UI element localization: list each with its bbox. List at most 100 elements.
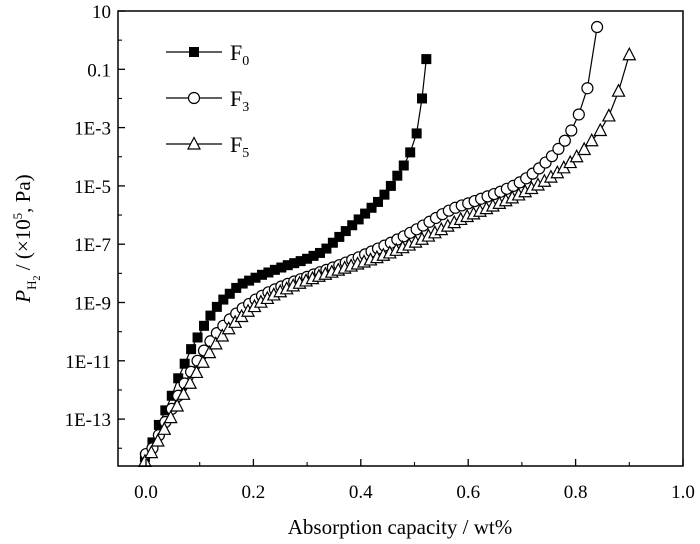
x-tick-label: 0.6 <box>456 482 480 503</box>
legend-label: F0 <box>230 40 249 69</box>
data-point-F0 <box>186 344 197 355</box>
data-point-F0 <box>276 262 287 273</box>
data-point-F5 <box>202 344 217 359</box>
data-point-F3 <box>572 108 585 121</box>
y-tick-label: 1E-7 <box>74 235 111 256</box>
data-point-F5 <box>163 409 178 424</box>
data-point-F0 <box>360 208 371 219</box>
data-point-F5 <box>593 122 608 137</box>
data-point-F0 <box>237 278 248 289</box>
y-axis-exponent: 5 <box>10 213 25 220</box>
data-point-F5 <box>144 444 159 459</box>
data-point-F0 <box>198 320 209 331</box>
data-point-F0 <box>295 256 306 267</box>
y-axis-unit-suffix: , Pa) <box>11 174 35 213</box>
data-point-F5 <box>622 46 637 61</box>
data-point-F0 <box>321 243 332 254</box>
data-point-F3 <box>552 142 565 155</box>
legend-label-subscript: 0 <box>242 54 249 69</box>
data-point-F0 <box>366 202 377 213</box>
x-ticks: 0.0 0.2 0.4 0.6 0.8 1.0 <box>134 459 695 503</box>
data-point-F0 <box>263 267 274 278</box>
legend-marker <box>187 136 201 150</box>
legend-label-subscript: 5 <box>242 146 249 161</box>
data-point-F0 <box>211 301 222 312</box>
data-point-F0 <box>166 390 177 401</box>
legend-label: F3 <box>230 86 249 115</box>
data-point-F0 <box>282 260 293 271</box>
legend-label-subscript: 3 <box>242 100 249 115</box>
data-point-F5 <box>611 83 626 97</box>
data-point-F5 <box>150 433 165 447</box>
data-point-F0 <box>347 220 358 231</box>
legend-label-name: F <box>230 40 242 65</box>
data-point-F0 <box>269 264 280 275</box>
y-tick-label: 1E-5 <box>74 177 111 198</box>
data-point-F0 <box>392 170 403 181</box>
data-point-F5 <box>569 148 584 163</box>
data-point-F0 <box>250 272 261 283</box>
data-point-F5 <box>215 328 230 342</box>
y-tick-label: 1E-9 <box>74 294 111 315</box>
data-point-F0 <box>385 180 396 191</box>
data-point-F0 <box>205 310 216 321</box>
data-point-F0 <box>256 269 267 280</box>
series-markers <box>137 20 637 467</box>
data-point-F5 <box>601 108 616 122</box>
data-point-F0 <box>340 226 351 237</box>
data-point-F5 <box>208 336 223 350</box>
data-point-F0 <box>160 405 171 416</box>
data-point-F0 <box>327 237 338 248</box>
y-ticks: 10 0.1 1E-3 1E-5 1E-7 1E-9 1E-11 1E-13 <box>65 2 125 449</box>
data-point-F5 <box>170 398 185 412</box>
series-line-F3 <box>145 26 598 455</box>
legend-label-name: F <box>230 132 242 157</box>
data-point-F0 <box>314 247 325 258</box>
data-point-F0 <box>179 358 190 369</box>
data-point-F0 <box>231 282 242 293</box>
data-point-F3 <box>590 20 604 34</box>
data-point-F3 <box>565 124 578 137</box>
y-tick-label: 1E-3 <box>74 119 111 140</box>
data-point-F3 <box>581 82 594 95</box>
data-point-F0 <box>192 332 203 343</box>
data-point-F0 <box>334 231 345 242</box>
axes: 0.0 0.2 0.4 0.6 0.8 1.0 10 0.1 1E-3 1E-5 1E-7 1E-9… <box>65 2 695 503</box>
data-point-F5 <box>577 141 592 156</box>
data-point-F0 <box>398 160 409 171</box>
plot-frame <box>117 10 684 467</box>
y-tick-label: 1E-13 <box>65 410 111 431</box>
data-point-F0 <box>405 147 416 158</box>
y-axis-subscript: H <box>24 280 39 289</box>
data-point-F5 <box>176 386 191 400</box>
y-axis-title: PH2 / (×105, Pa) <box>10 174 43 303</box>
data-point-F0 <box>153 419 164 430</box>
data-point-F0 <box>353 214 364 225</box>
x-tick-label: 0.4 <box>349 482 373 503</box>
data-point-F0 <box>417 93 428 104</box>
x-tick-label: 1.0 <box>671 482 695 503</box>
data-point-F0 <box>224 288 235 299</box>
y-tick-label: 0.1 <box>87 60 111 81</box>
data-point-F0 <box>289 258 300 269</box>
data-point-F0 <box>379 189 390 200</box>
legend-marker <box>187 91 201 105</box>
data-point-F5 <box>584 132 599 147</box>
y-tick-label: 1E-11 <box>65 352 111 373</box>
legend-label: F5 <box>230 132 249 161</box>
data-point-F5 <box>183 375 198 389</box>
x-tick-label: 0.0 <box>134 482 158 503</box>
y-axis-subsubscript: 2 <box>32 275 43 280</box>
y-axis-unit-prefix: / (×10 <box>11 219 35 275</box>
data-point-F5 <box>195 354 210 368</box>
x-tick-label: 0.8 <box>564 482 588 503</box>
y-tick-label: 10 <box>92 2 111 23</box>
data-point-F0 <box>173 373 184 384</box>
y-axis-symbol: P <box>11 290 35 304</box>
data-point-F0 <box>372 196 383 207</box>
data-point-F5 <box>157 421 172 435</box>
data-point-F3 <box>558 134 571 147</box>
data-point-F0 <box>411 128 422 139</box>
